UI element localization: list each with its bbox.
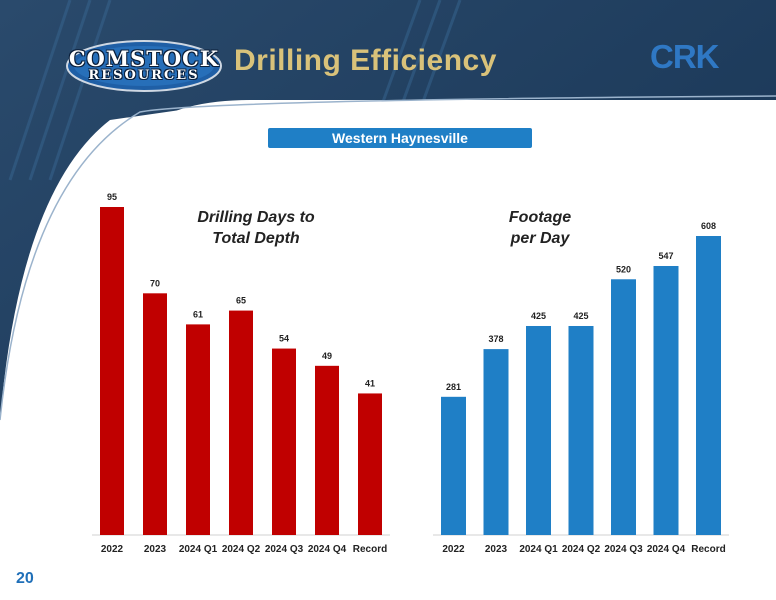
footage-bar-2 <box>526 325 551 535</box>
footage-category-label-3: 2024 Q2 <box>562 544 601 555</box>
days-bar-1 <box>143 293 167 535</box>
footage-value-label-2: 425 <box>531 311 546 321</box>
footage-value-label-4: 520 <box>616 264 631 274</box>
days-category-label-0: 2022 <box>101 544 124 555</box>
days-value-label-5: 49 <box>322 351 332 361</box>
footage-category-label-5: 2024 Q4 <box>647 544 686 555</box>
footage-category-label-4: 2024 Q3 <box>604 544 643 555</box>
footage-category-label-6: Record <box>691 544 725 555</box>
content-panel <box>100 100 776 600</box>
days-bar-3 <box>229 310 253 535</box>
days-value-label-3: 65 <box>236 296 246 306</box>
footage-category-label-0: 2022 <box>442 544 465 555</box>
days-chart-title-line2: Total Depth <box>212 230 300 247</box>
company-logo: COMSTOCK RESOURCES <box>66 40 222 92</box>
panel-edge <box>0 95 776 421</box>
logo-text-line1: COMSTOCK <box>68 46 220 71</box>
footage-bar-0 <box>441 396 466 535</box>
page-title: Drilling Efficiency <box>234 44 497 77</box>
footage-category-label-2: 2024 Q1 <box>519 544 558 555</box>
days-bar-4 <box>272 348 296 535</box>
days-category-label-2: 2024 Q1 <box>179 544 218 555</box>
footage-bar-1 <box>483 349 509 535</box>
days-category-label-4: 2024 Q3 <box>265 544 304 555</box>
footage-bar-5 <box>653 265 679 535</box>
days-category-label-1: 2023 <box>144 544 167 555</box>
footage-chart: Footage per Day 281 2022 378 2023 425 2024 Q1 42… <box>433 209 729 555</box>
footage-bar-3 <box>568 325 594 535</box>
page-number: 20 <box>16 570 34 587</box>
days-chart: Drilling Days to Total Depth 95 2022 70 2023 6… <box>92 192 390 555</box>
days-bar-6 <box>358 393 382 535</box>
footage-bar-6 <box>696 236 721 535</box>
footage-bar-4 <box>611 279 636 535</box>
footage-value-label-5: 547 <box>658 251 673 261</box>
days-value-label-4: 54 <box>279 334 289 344</box>
footage-value-label-0: 281 <box>446 382 461 392</box>
days-category-label-3: 2024 Q2 <box>222 544 261 555</box>
ticker-logo: CRK <box>650 38 719 75</box>
content-panel-left <box>0 100 250 600</box>
days-value-label-0: 95 <box>107 192 117 202</box>
days-value-label-1: 70 <box>150 278 160 288</box>
footage-chart-title-line1: Footage <box>509 209 571 226</box>
section-banner: Western Haynesville <box>268 128 532 148</box>
days-category-label-6: Record <box>353 544 387 555</box>
days-category-label-5: 2024 Q4 <box>308 544 347 555</box>
footage-value-label-6: 608 <box>701 221 716 231</box>
logo-badge-shape <box>66 40 222 92</box>
days-value-label-2: 61 <box>193 309 203 319</box>
days-bar-0 <box>100 207 124 535</box>
footage-chart-title-line2: per Day <box>510 230 571 247</box>
header-stripes <box>8 0 462 181</box>
footage-category-label-1: 2023 <box>485 544 508 555</box>
days-value-label-6: 41 <box>365 378 375 388</box>
days-bar-2 <box>186 324 210 535</box>
days-bar-5 <box>315 365 339 535</box>
logo-text-line2: RESOURCES <box>88 68 200 83</box>
days-chart-title-line1: Drilling Days to <box>197 209 315 226</box>
footage-value-label-3: 425 <box>573 311 588 321</box>
footage-value-label-1: 378 <box>488 334 503 344</box>
